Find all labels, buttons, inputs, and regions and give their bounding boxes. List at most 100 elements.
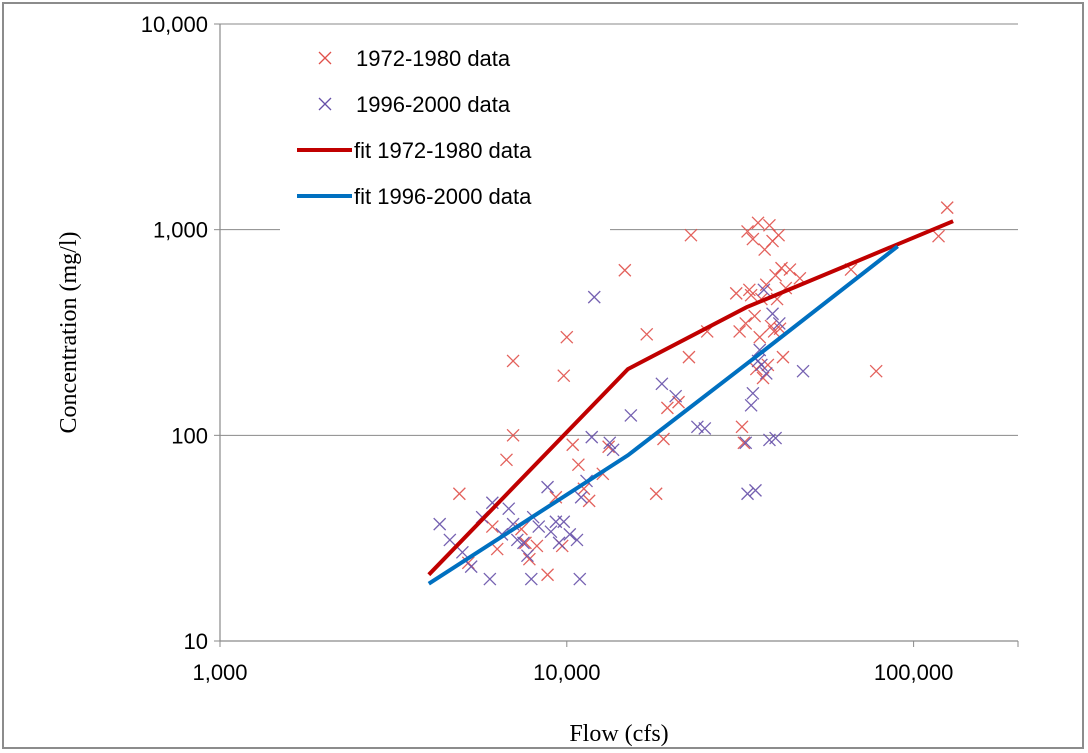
data-point: [506, 354, 520, 368]
data-point: [744, 288, 758, 302]
data-point: [737, 436, 751, 450]
data-point: [544, 525, 558, 539]
data-point: [587, 290, 601, 304]
data-point: [510, 533, 524, 547]
data-point: [772, 228, 786, 242]
data-point: [766, 307, 780, 321]
data-point: [603, 436, 617, 450]
data-point: [624, 408, 638, 422]
data-point: [570, 533, 584, 547]
x-tick-label: 10,000: [533, 660, 600, 685]
data-point: [566, 438, 580, 452]
data-point: [443, 533, 457, 547]
data-point: [775, 261, 788, 275]
series-2: [427, 219, 954, 577]
data-point: [776, 350, 790, 364]
data-point: [452, 487, 466, 501]
data-point: [500, 453, 513, 467]
data-point: [753, 330, 767, 344]
data-point: [783, 263, 797, 276]
data-point: [483, 572, 497, 586]
data-point: [574, 490, 588, 504]
data-point: [772, 316, 786, 330]
data-point: [519, 536, 532, 550]
data-point: [682, 350, 696, 364]
data-point: [571, 458, 585, 472]
axis-layer: 10 100 1,000 10,000 1,000 10,000 100,000: [141, 12, 1019, 685]
series-1: [433, 283, 810, 586]
y-axis-title: Concentration (mg/l): [56, 232, 82, 434]
y-tick-label: 10: [184, 629, 208, 654]
series-line: [427, 244, 899, 586]
data-point: [532, 520, 546, 534]
data-point: [741, 487, 754, 501]
data-point: [541, 568, 555, 582]
legend-entry: fit 1972-1980 data: [354, 138, 532, 163]
data-point: [741, 225, 754, 238]
legend-marker: [318, 51, 332, 65]
data-point: [869, 364, 883, 378]
data-point: [744, 398, 758, 412]
data-point: [502, 502, 516, 516]
data-point: [490, 542, 504, 556]
data-point: [657, 432, 670, 446]
data-layer: [427, 201, 954, 586]
data-point: [560, 330, 574, 344]
data-point: [640, 327, 654, 341]
data-point: [524, 572, 538, 586]
data-point: [753, 343, 767, 357]
data-point: [506, 428, 520, 442]
data-point: [759, 366, 773, 380]
data-point: [761, 358, 775, 372]
data-point: [649, 487, 663, 501]
data-point: [754, 358, 768, 372]
data-point: [739, 436, 753, 450]
data-point: [585, 430, 599, 444]
data-point: [739, 316, 753, 330]
data-point: [573, 572, 587, 586]
data-point: [735, 420, 749, 434]
x-axis-title: Flow (cfs): [569, 721, 668, 747]
data-point: [733, 324, 747, 338]
y-tick-label: 10,000: [141, 12, 208, 37]
data-point: [552, 536, 566, 550]
series-0: [452, 201, 954, 582]
data-point: [563, 527, 577, 541]
data-point: [748, 309, 762, 323]
data-point: [606, 443, 620, 457]
x-tick-label: 1,000: [192, 660, 247, 685]
data-point: [769, 431, 783, 445]
legend-marker: [318, 97, 332, 111]
legend-entry: 1972-1980 data: [356, 46, 511, 71]
data-point: [464, 560, 478, 574]
series-3: [427, 244, 899, 586]
data-point: [684, 228, 698, 242]
legend-box: [280, 40, 610, 236]
data-point: [541, 480, 555, 494]
data-point: [557, 369, 571, 383]
data-point: [557, 515, 571, 529]
data-point: [660, 401, 674, 415]
data-point: [932, 229, 945, 243]
data-point: [757, 283, 771, 297]
series-line: [427, 219, 954, 577]
data-point: [517, 536, 530, 550]
data-point: [746, 232, 760, 246]
legend-entry: 1996-2000 data: [356, 92, 511, 117]
data-point: [455, 545, 469, 559]
legend-entry: fit 1996-2000 data: [354, 184, 532, 209]
data-point: [582, 494, 596, 508]
data-point: [698, 421, 712, 435]
data-point: [690, 420, 704, 434]
y-tick-label: 1,000: [153, 218, 208, 243]
data-point: [749, 483, 762, 497]
data-point: [940, 201, 954, 215]
data-point: [655, 377, 669, 391]
data-point: [769, 268, 783, 282]
y-tick-label: 100: [171, 423, 208, 448]
data-point: [520, 549, 534, 563]
data-point: [796, 364, 810, 378]
data-point: [669, 389, 683, 403]
data-point: [522, 552, 536, 566]
